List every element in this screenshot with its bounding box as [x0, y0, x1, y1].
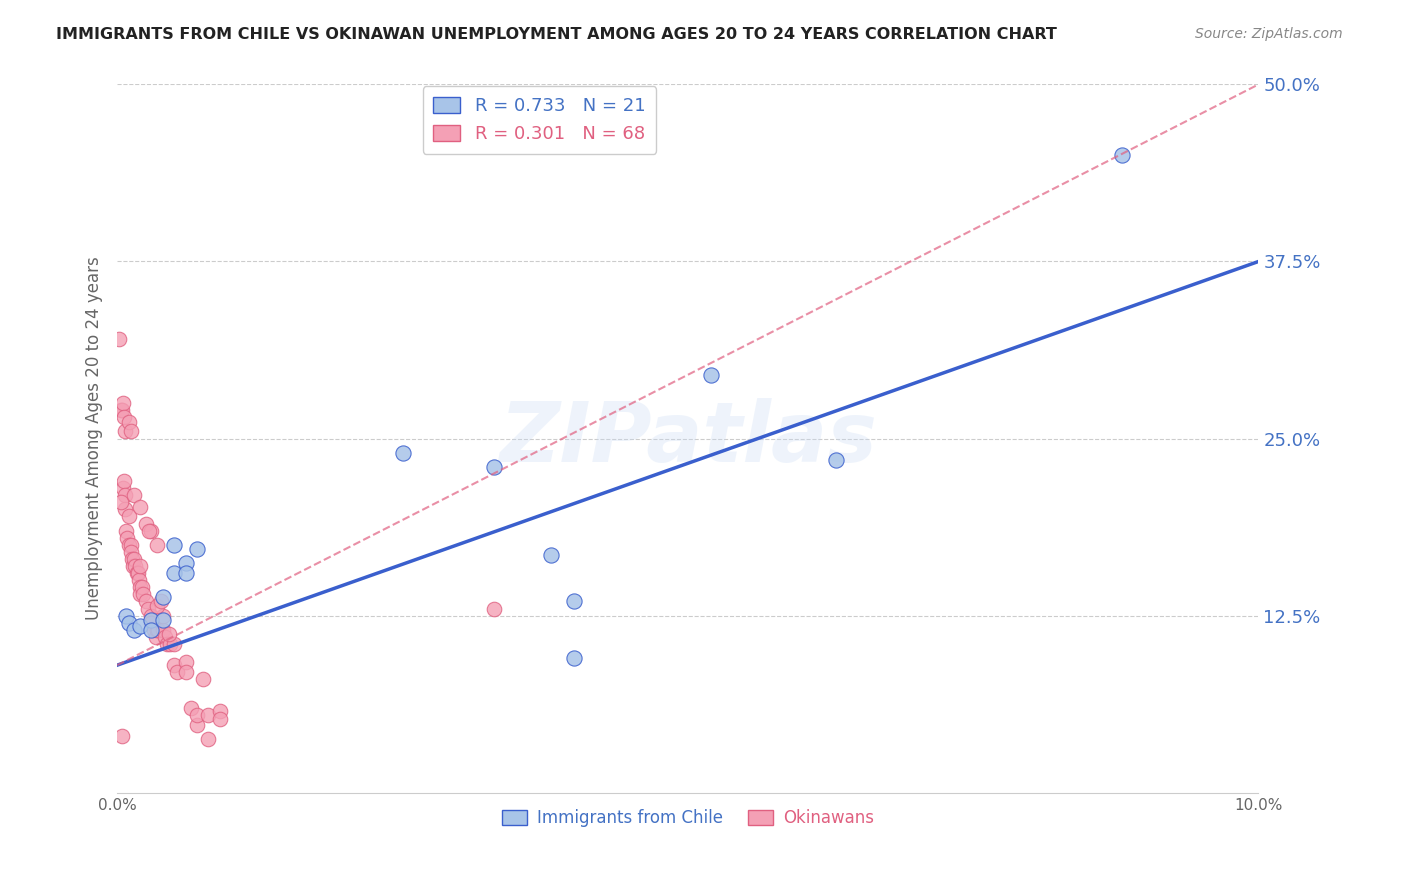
Point [125, 566, 148, 580]
Y-axis label: Unemployment Among Ages 20 to 24 years: Unemployment Among Ages 20 to 24 years [86, 257, 103, 621]
Point [110, 403, 132, 417]
Point [156, 637, 179, 651]
Text: IMMIGRANTS FROM CHILE VS OKINAWAN UNEMPLOYMENT AMONG AGES 20 TO 24 YEARS CORRELA: IMMIGRANTS FROM CHILE VS OKINAWAN UNEMPL… [56, 27, 1057, 42]
Point [562, 594, 585, 608]
Point [115, 524, 138, 538]
Point [111, 396, 134, 410]
Point [197, 731, 219, 746]
Point [129, 559, 152, 574]
Point [163, 538, 186, 552]
Point [152, 608, 174, 623]
Point [132, 587, 155, 601]
Point [117, 615, 139, 630]
Point [138, 524, 160, 538]
Point [562, 651, 585, 665]
Point [135, 516, 157, 531]
Point [111, 403, 134, 417]
Point [129, 587, 152, 601]
Point [163, 566, 186, 580]
Point [142, 623, 165, 637]
Point [117, 415, 139, 429]
Point [114, 502, 136, 516]
Point [186, 542, 208, 557]
Point [148, 623, 170, 637]
Point [135, 594, 157, 608]
Point [122, 559, 145, 574]
Point [208, 712, 231, 726]
Point [141, 608, 163, 623]
Point [825, 452, 848, 467]
Point [121, 552, 143, 566]
Point [163, 637, 186, 651]
Point [131, 580, 153, 594]
Point [391, 446, 413, 460]
Point [174, 656, 197, 670]
Point [112, 410, 135, 425]
Point [120, 538, 142, 552]
Point [1111, 148, 1133, 162]
Text: Source: ZipAtlas.com: Source: ZipAtlas.com [1195, 27, 1343, 41]
Point [141, 615, 163, 630]
Point [136, 601, 159, 615]
Point [152, 623, 174, 637]
Point [117, 538, 139, 552]
Point [699, 368, 721, 382]
Point [124, 623, 146, 637]
Point [174, 665, 197, 680]
Point [129, 618, 152, 632]
Legend: Immigrants from Chile, Okinawans: Immigrants from Chile, Okinawans [495, 803, 880, 834]
Point [152, 590, 174, 604]
Point [111, 729, 134, 743]
Point [124, 559, 146, 574]
Point [141, 623, 163, 637]
Point [157, 627, 180, 641]
Point [146, 538, 169, 552]
Point [186, 707, 208, 722]
Point [124, 552, 146, 566]
Text: ZIPatlas: ZIPatlas [499, 398, 877, 479]
Point [112, 474, 135, 488]
Point [141, 524, 163, 538]
Point [197, 707, 219, 722]
Point [115, 608, 138, 623]
Point [110, 495, 132, 509]
Point [128, 573, 150, 587]
Point [117, 509, 139, 524]
Point [124, 488, 146, 502]
Point [186, 717, 208, 731]
Point [141, 613, 163, 627]
Point [114, 488, 136, 502]
Point [146, 623, 169, 637]
Point [159, 637, 181, 651]
Point [174, 556, 197, 570]
Point [146, 599, 169, 613]
Point [108, 332, 131, 346]
Point [153, 630, 176, 644]
Point [482, 601, 505, 615]
Point [191, 673, 214, 687]
Point [482, 459, 505, 474]
Point [540, 548, 562, 562]
Point [180, 700, 202, 714]
Point [129, 580, 152, 594]
Point [114, 425, 136, 439]
Point [127, 566, 149, 580]
Point [111, 481, 134, 495]
Point [129, 500, 152, 514]
Point [145, 630, 167, 644]
Point [208, 704, 231, 718]
Point [163, 658, 186, 673]
Point [117, 531, 139, 545]
Point [174, 566, 197, 580]
Point [120, 545, 142, 559]
Point [152, 613, 174, 627]
Point [120, 425, 142, 439]
Point [166, 665, 188, 680]
Point [149, 594, 172, 608]
